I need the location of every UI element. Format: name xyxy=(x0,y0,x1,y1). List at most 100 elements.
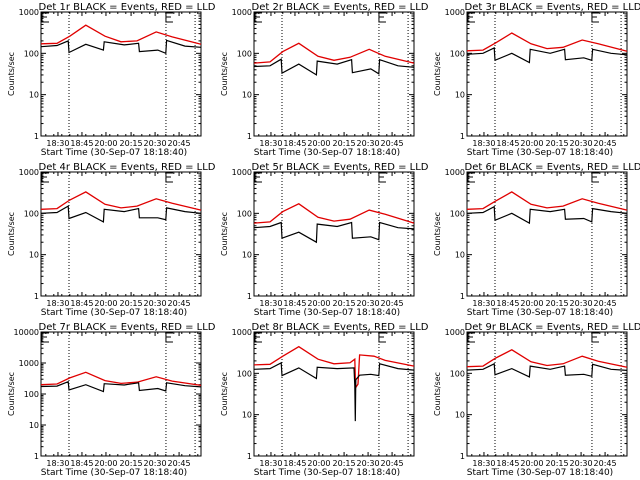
x-tick-label: 20:30 xyxy=(357,299,380,308)
x-axis-label: Start Time (30-Sep-07 18:18:40) xyxy=(254,308,400,318)
y-axis-label: Counts/sec xyxy=(220,212,229,256)
x-tick-label: 20:45 xyxy=(594,139,617,148)
x-tick-label: 18:45 xyxy=(496,459,519,468)
e-marker xyxy=(591,172,599,183)
y-tick-label: 1 xyxy=(460,132,465,141)
plot-frame xyxy=(253,331,415,457)
y-tick-label: 10 xyxy=(455,91,465,100)
panel-title: Det 8r BLACK = Events, RED = LLD xyxy=(252,322,429,333)
x-tick-label: 18:45 xyxy=(496,139,519,148)
events-series-line xyxy=(40,205,202,223)
e-marker xyxy=(378,332,386,343)
panel-7: Det 7r BLACK = Events, RED = LLD 1 10 100 10… xyxy=(7,322,216,478)
y-tick-label: 10 xyxy=(29,91,39,100)
x-tick-label: 20:15 xyxy=(333,459,356,468)
y-axis-label: Counts/sec xyxy=(7,52,16,96)
y-tick-label: 1 xyxy=(460,292,465,301)
x-tick-label: 20:45 xyxy=(168,299,191,308)
plot-frame xyxy=(466,11,628,137)
lld-series-line xyxy=(40,191,202,211)
x-axis-label: Start Time (30-Sep-07 18:18:40) xyxy=(41,148,187,158)
events-series-line xyxy=(253,221,415,244)
x-tick-label: 20:15 xyxy=(120,459,143,468)
x-tick-label: 20:15 xyxy=(546,139,569,148)
panel-title: Det 4r BLACK = Events, RED = LLD xyxy=(39,162,216,173)
panel-title: Det 9r BLACK = Events, RED = LLD xyxy=(465,322,640,333)
y-tick-label: 1000 xyxy=(445,328,465,337)
y-tick-label: 1000 xyxy=(19,359,39,368)
y-tick-label: 1 xyxy=(247,292,252,301)
plot-frame xyxy=(466,171,628,297)
x-tick-label: 20:00 xyxy=(307,139,330,148)
x-tick-label: 20:15 xyxy=(120,139,143,148)
x-tick-label: 20:15 xyxy=(333,139,356,148)
y-axis-label: Counts/sec xyxy=(220,372,229,416)
x-tick-label: 20:45 xyxy=(594,459,617,468)
x-tick-label: 20:45 xyxy=(594,299,617,308)
panel-9: Det 9r BLACK = Events, RED = LLD 1 10 100 10… xyxy=(433,322,640,478)
x-tick-label: 20:45 xyxy=(168,459,191,468)
y-tick-label: 1 xyxy=(34,132,39,141)
e-marker xyxy=(165,332,173,343)
e-marker xyxy=(254,12,262,23)
y-tick-label: 1000 xyxy=(19,168,39,177)
y-tick-label: 1000 xyxy=(232,8,252,17)
x-tick-label: 18:45 xyxy=(70,139,93,148)
x-tick-label: 20:15 xyxy=(546,459,569,468)
x-tick-label: 20:45 xyxy=(381,139,404,148)
y-tick-label: 100 xyxy=(24,209,39,218)
plot-frame xyxy=(253,171,415,297)
y-axis-label: Counts/sec xyxy=(220,52,229,96)
plot-frame xyxy=(40,331,202,457)
x-tick-label: 20:30 xyxy=(144,299,167,308)
x-tick-label: 18:45 xyxy=(283,459,306,468)
y-tick-label: 10 xyxy=(455,411,465,420)
events-series-line xyxy=(253,58,415,76)
events-series-line xyxy=(40,380,202,393)
x-tick-label: 18:45 xyxy=(283,139,306,148)
e-marker xyxy=(165,12,173,23)
x-axis-label: Start Time (30-Sep-07 18:18:40) xyxy=(467,468,613,478)
y-axis-label: Counts/sec xyxy=(7,212,16,256)
y-tick-label: 10 xyxy=(29,251,39,260)
panel-title: Det 7r BLACK = Events, RED = LLD xyxy=(39,322,216,333)
y-tick-label: 10 xyxy=(455,251,465,260)
e-marker xyxy=(41,332,49,343)
e-marker xyxy=(41,172,49,183)
panel-4: Det 4r BLACK = Events, RED = LLD 1 10 100 10… xyxy=(7,162,216,318)
panel-5: Det 5r BLACK = Events, RED = LLD 1 10 100 10… xyxy=(220,162,429,318)
x-axis-label: Start Time (30-Sep-07 18:18:40) xyxy=(41,308,187,318)
y-tick-label: 10 xyxy=(29,421,39,430)
x-tick-label: 20:45 xyxy=(168,139,191,148)
y-tick-label: 1000 xyxy=(19,8,39,17)
events-series-line xyxy=(40,39,202,55)
plot-frame xyxy=(40,11,202,137)
panel-8: Det 8r BLACK = Events, RED = LLD 1 10 100 10… xyxy=(220,322,429,478)
x-tick-label: 20:00 xyxy=(94,299,117,308)
x-tick-label: 18:30 xyxy=(259,459,282,468)
events-series-line xyxy=(466,362,628,378)
x-tick-label: 18:30 xyxy=(259,299,282,308)
x-tick-label: 20:45 xyxy=(381,459,404,468)
y-tick-label: 1000 xyxy=(445,168,465,177)
x-tick-label: 18:45 xyxy=(70,299,93,308)
y-tick-label: 100 xyxy=(237,209,252,218)
x-tick-label: 18:45 xyxy=(496,299,519,308)
panel-1: Det 1r BLACK = Events, RED = LLD 1 10 100 10… xyxy=(7,2,216,158)
y-tick-label: 100 xyxy=(450,49,465,58)
x-tick-label: 20:30 xyxy=(357,459,380,468)
y-axis-label: Counts/sec xyxy=(433,52,442,96)
x-tick-label: 18:30 xyxy=(259,139,282,148)
e-marker xyxy=(41,12,49,23)
x-axis-label: Start Time (30-Sep-07 18:18:40) xyxy=(467,308,613,318)
y-tick-label: 1 xyxy=(34,452,39,461)
lld-series-line xyxy=(466,191,628,211)
e-marker xyxy=(467,172,475,183)
x-axis-label: Start Time (30-Sep-07 18:18:40) xyxy=(254,148,400,158)
y-tick-label: 100 xyxy=(24,49,39,58)
panel-title: Det 2r BLACK = Events, RED = LLD xyxy=(252,2,429,13)
x-axis-label: Start Time (30-Sep-07 18:18:40) xyxy=(254,468,400,478)
panel-title: Det 1r BLACK = Events, RED = LLD xyxy=(39,2,216,13)
lld-series-line xyxy=(40,371,202,387)
events-series-line xyxy=(253,361,415,422)
